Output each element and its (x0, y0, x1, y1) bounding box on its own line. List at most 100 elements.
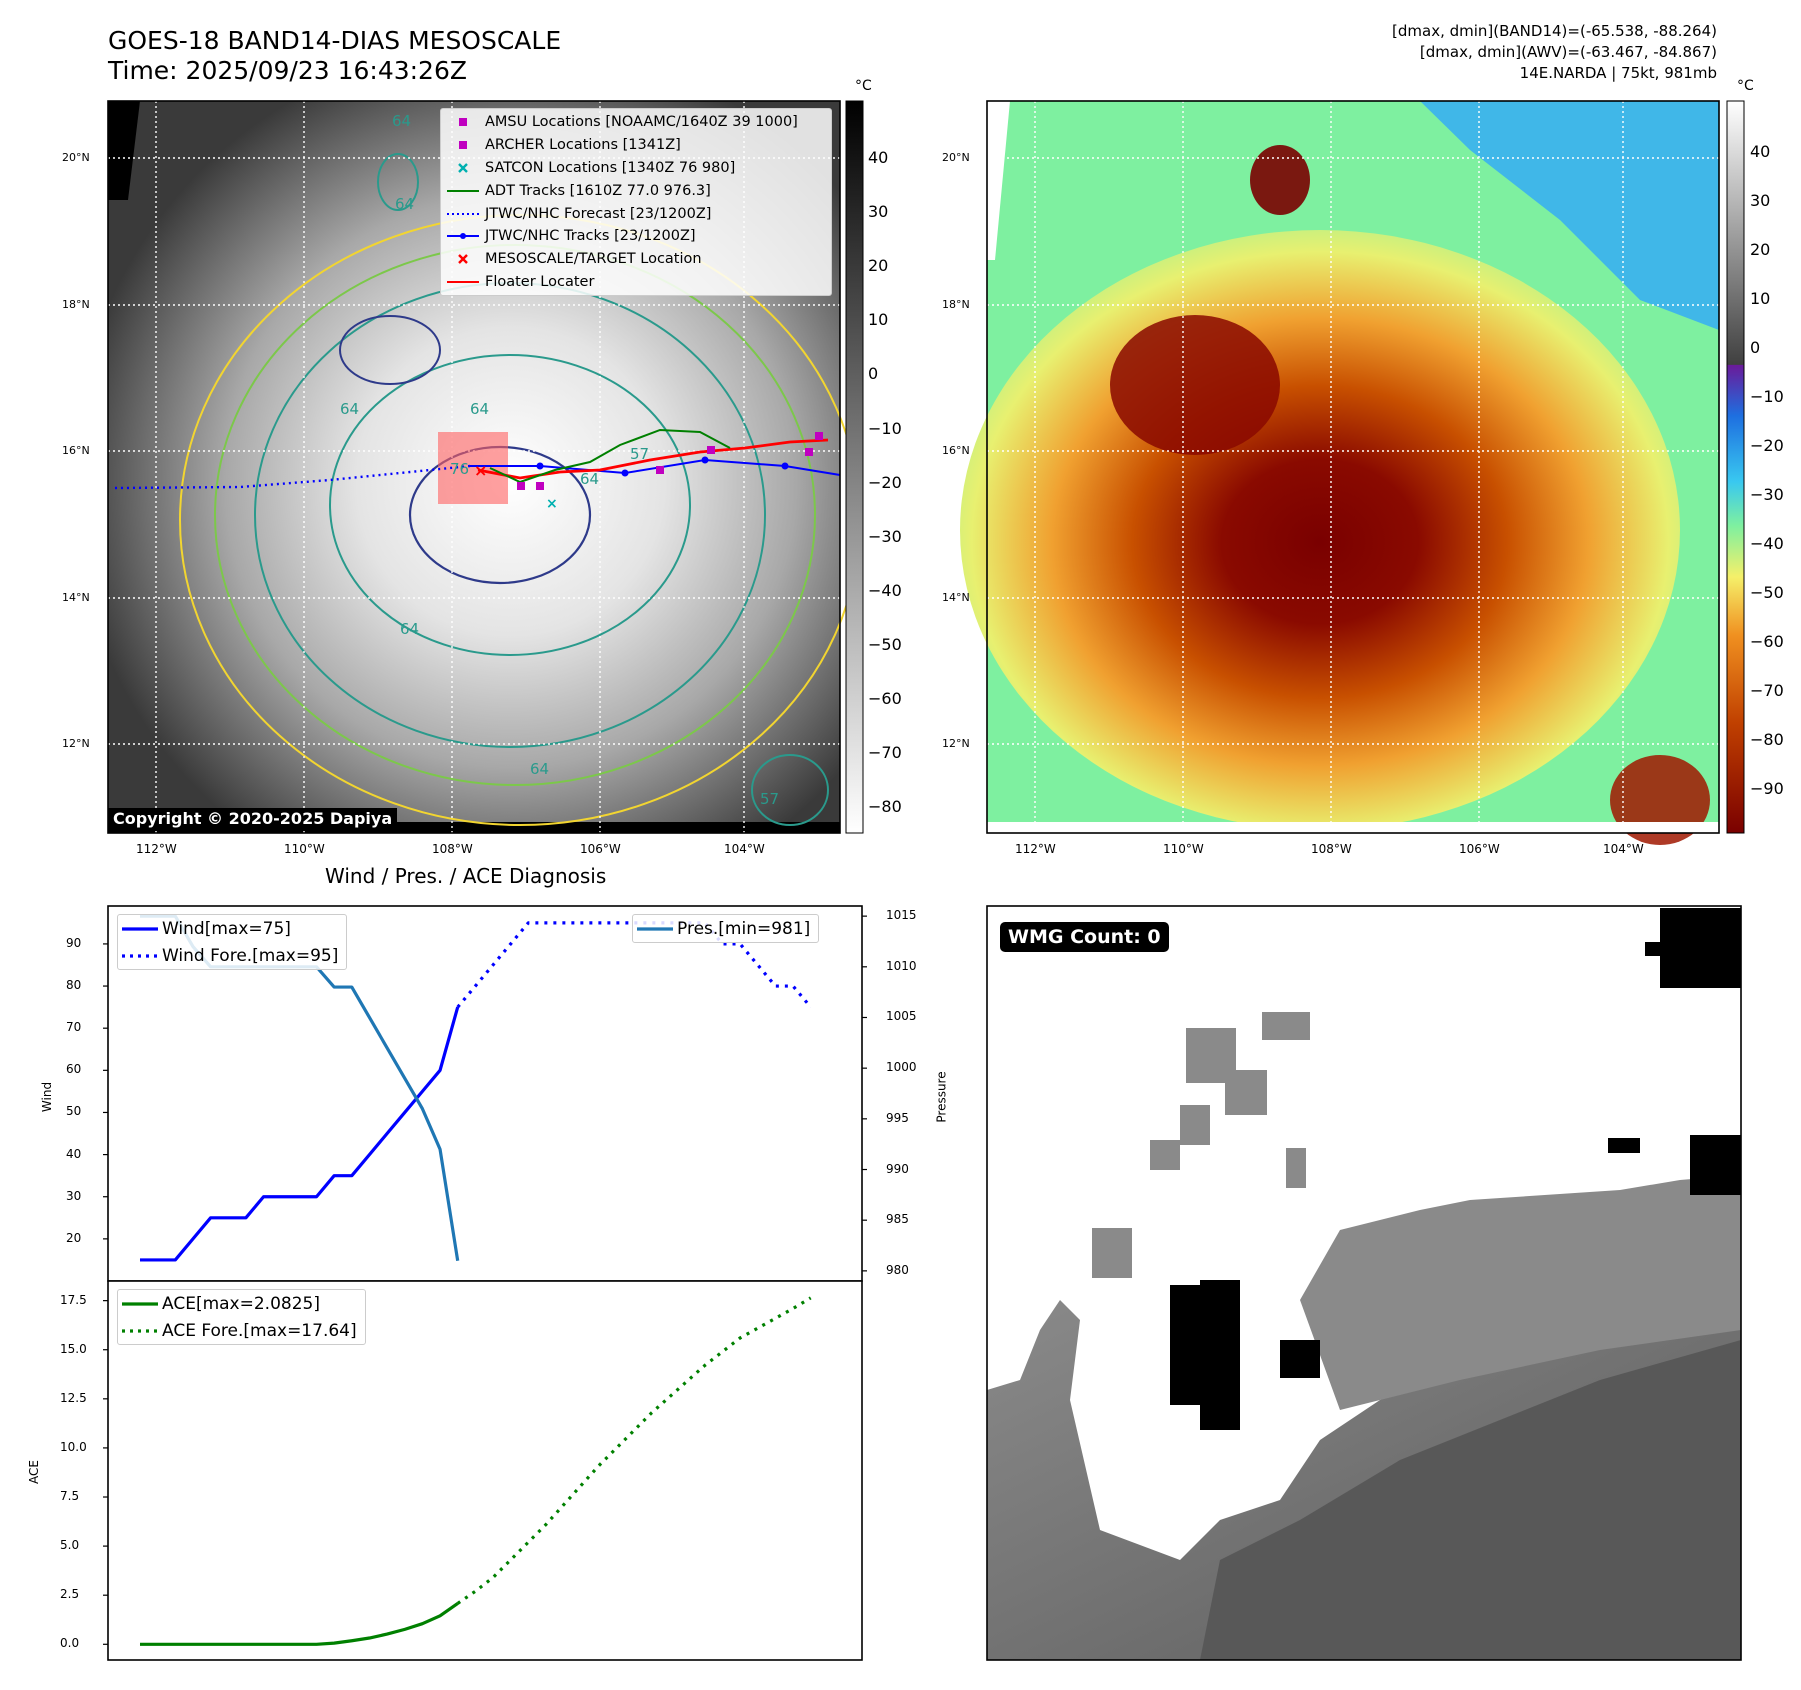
ace-ytick-label: 15.0 (60, 1341, 87, 1356)
ir-colorbar (845, 100, 864, 834)
ir-colorbar-tick: −50 (868, 634, 902, 654)
map-legend-entry: AMSU Locations [NOAAMC/1640Z 39 1000] (441, 111, 831, 134)
dvorak-colorbar-tick: −70 (1750, 681, 1784, 700)
lat-label-left: 20°N (62, 151, 90, 164)
dvorak-cold-water-region (1420, 101, 1719, 330)
jtwc-track-line (470, 458, 841, 476)
map-legend-entry: JTWC/NHC Forecast [23/1200Z] (441, 202, 831, 225)
map-legend-swatch (441, 276, 485, 288)
ir-colorbar-unit: °C (855, 78, 872, 94)
pressure-ytick-label: 1010 (886, 958, 917, 973)
dvorak-colorbar-tick: −20 (1750, 436, 1784, 455)
map-legend-label: ARCHER Locations [1341Z] (485, 137, 681, 154)
dvorak-missing-corner (987, 101, 1010, 260)
ace-ytick-label: 0.0 (60, 1636, 80, 1651)
info-awv-range: [dmax, dmin](AWV)=(-63.467, -84.867) (1419, 43, 1717, 61)
ace-axis-label: ACE (26, 1460, 41, 1484)
ir-colorbar-tick: −70 (868, 743, 902, 763)
dvorak-storm-field (960, 230, 1680, 830)
pressure-ytick-label: 1005 (886, 1009, 917, 1024)
wmg-black-blocks (1170, 908, 1741, 1430)
lon-label-left: 104°W (724, 842, 765, 856)
contour-label: 64 (395, 195, 415, 213)
contour-teal-se (751, 754, 829, 826)
dvorak-colorbar-tick: 20 (1750, 240, 1771, 259)
dvorak-map-panel (960, 100, 1720, 845)
ace-ytick-label: 17.5 (60, 1292, 87, 1307)
lon-label-left: 108°W (432, 842, 473, 856)
dvorak-colorbar-tick: 10 (1750, 289, 1771, 308)
lat-label-right: 16°N (942, 444, 970, 457)
contour-label: 64 (530, 760, 550, 778)
ir-missing-data-bottom (108, 822, 840, 833)
series-line-wind-forecast (456, 921, 812, 1009)
map-legend-label: Floater Locater (485, 273, 595, 290)
lon-label-right: 112°W (1015, 842, 1056, 856)
lat-label-left: 12°N (62, 737, 90, 750)
map-legend-swatch (441, 116, 485, 128)
ir-colorbar-tick: −20 (868, 472, 902, 492)
chart-legend-label: Pres.[min=981] (677, 918, 811, 939)
amsu-archer-markers (517, 432, 823, 490)
lat-label-right: 14°N (942, 591, 970, 604)
pressure-legend: Pres.[min=981] (632, 914, 820, 943)
page-subtitle-time: Time: 2025/09/23 16:43:26Z (108, 56, 467, 85)
ace-ytick-label: 12.5 (60, 1390, 87, 1405)
pressure-ytick-label: 985 (886, 1212, 909, 1227)
ir-colorbar-tick: 0 (868, 364, 879, 384)
map-legend-swatch (441, 185, 485, 197)
satcon-marker: × (546, 496, 558, 512)
contour-label: 64 (470, 400, 490, 418)
dvorak-colorbar-tick: 40 (1750, 142, 1771, 161)
lat-label-left: 14°N (62, 591, 90, 604)
ir-colorbar-tick: −10 (868, 418, 902, 438)
chart-legend-entry: ACE Fore.[max=17.64] (118, 1317, 365, 1344)
wind-axis-label: Wind (40, 1081, 55, 1113)
ace-ytick-label: 2.5 (60, 1587, 80, 1602)
lon-label-left: 106°W (580, 842, 621, 856)
wind-ytick-label: 30 (66, 1188, 82, 1203)
jtwc-track-points (536, 456, 789, 477)
ace-ytick-label: 7.5 (60, 1489, 80, 1503)
contour-label: 64 (392, 112, 412, 130)
contour-label: 64 (400, 620, 420, 638)
lat-label-right: 18°N (942, 298, 970, 311)
contour-label: 57 (630, 445, 650, 463)
pressure-ytick-label: 980 (886, 1262, 909, 1277)
dvorak-colorbar-tick: −10 (1750, 387, 1784, 406)
adt-track-line (489, 428, 731, 484)
map-legend-entry: ARCHER Locations [1341Z] (441, 134, 831, 157)
dvorak-gridlines (987, 101, 1719, 833)
wind-ytick-label: 90 (66, 935, 82, 950)
dvorak-colorbar-gradient (1726, 100, 1745, 834)
map-legend-swatch (441, 139, 485, 151)
contour-label: 76 (450, 460, 470, 478)
contour-navy-band (339, 315, 441, 385)
dvorak-colorbar-tick: −60 (1750, 632, 1784, 651)
floater-locator-track (477, 438, 829, 480)
wmg-light-gray-band (1300, 1175, 1741, 1410)
dvorak-colorbar-tick: −80 (1750, 730, 1784, 749)
dvorak-colorbar-tick: −50 (1750, 583, 1784, 602)
lon-label-right: 108°W (1311, 842, 1352, 856)
wind-ytick-label: 20 (66, 1230, 82, 1245)
map-legend-swatch (441, 162, 485, 174)
chart-legend-swatch (118, 1325, 162, 1337)
page-title: GOES-18 BAND14-DIAS MESOSCALE (108, 26, 562, 55)
floater-box (438, 432, 508, 504)
map-legend-label: JTWC/NHC Tracks [23/1200Z] (485, 228, 696, 245)
chart-legend-label: ACE[max=2.0825] (162, 1293, 320, 1314)
ir-colorbar-tick: 20 (868, 256, 889, 276)
map-legend-swatch (441, 208, 485, 220)
dvorak-colorbar (1726, 100, 1745, 834)
map-legend-label: JTWC/NHC Forecast [23/1200Z] (485, 205, 712, 222)
chart-legend-swatch (118, 923, 162, 935)
dvorak-colorbar-unit: °C (1737, 78, 1754, 94)
copyright-label: Copyright © 2020-2025 Dapiya (108, 808, 398, 829)
pressure-ytick-label: 995 (886, 1110, 909, 1125)
map-legend-entry: JTWC/NHC Tracks [23/1200Z] (441, 225, 831, 248)
wind-ytick-label: 80 (66, 978, 82, 993)
wind-ytick-label: 70 (66, 1020, 82, 1035)
wmg-count-label: WMG Count: 0 (1000, 922, 1169, 952)
lat-label-left: 18°N (62, 298, 90, 311)
